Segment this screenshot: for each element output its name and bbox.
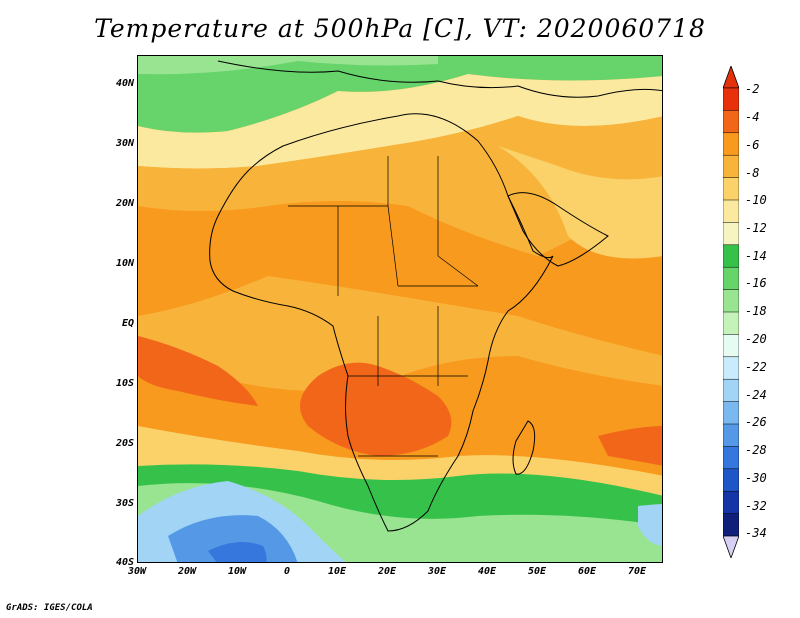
field-south-coldest (208, 542, 267, 562)
colorbar-swatch (723, 334, 739, 358)
lat-label-eq: EQ (121, 318, 134, 329)
lon-label-30w: 30W (127, 566, 147, 577)
field-indian-cold (638, 504, 662, 546)
colorbar-label-m4: -4 (745, 110, 760, 124)
field-hot-atlantic (138, 336, 258, 406)
map-panel (137, 55, 663, 563)
field-arabia-yellow (498, 146, 662, 259)
lat-label-20n: 20N (115, 198, 134, 209)
colorbar (723, 66, 739, 558)
europe-coastline (217, 60, 662, 98)
colorbar-swatch (723, 311, 739, 336)
lon-label-10w: 10W (227, 566, 247, 577)
field-north-lightgreen (138, 56, 438, 75)
colorbar-label-m32: -32 (745, 499, 767, 513)
colorbar-label-m22: -22 (745, 360, 767, 374)
lon-label-30e: 30E (427, 566, 447, 577)
lon-label-70e: 70E (627, 566, 647, 577)
lat-label-40s: 40S (115, 557, 134, 568)
lat-label-30n: 30N (115, 138, 134, 149)
colorbar-swatch (723, 378, 739, 403)
lon-label-10e: 10E (327, 566, 347, 577)
colorbar-label-m26: -26 (745, 415, 767, 429)
lat-label-30s: 30S (115, 498, 134, 509)
colorbar-label-m2: -2 (745, 82, 760, 96)
colorbar-swatch (723, 222, 739, 246)
colorbar-swatch (723, 446, 739, 470)
lat-label-10s: 10S (115, 378, 134, 389)
madagascar-coastline (512, 420, 536, 475)
colorbar-label-m28: -28 (745, 443, 767, 457)
arabia-coastline (507, 192, 609, 267)
colorbar-label-m6: -6 (745, 138, 760, 152)
colorbar-label-m24: -24 (745, 388, 767, 402)
colorbar-swatch (723, 154, 739, 179)
lat-label-20s: 20S (115, 438, 134, 449)
colorbar-label-m16: -16 (745, 276, 767, 290)
colorbar-bottom-arrow (723, 535, 739, 558)
colorbar-swatch (723, 177, 739, 201)
field-hot-africa (300, 362, 452, 456)
country-borders (288, 156, 479, 457)
temperature-map (138, 56, 662, 562)
lon-label-50e: 50E (527, 566, 547, 577)
lon-label-60e: 60E (577, 566, 597, 577)
colorbar-label-m10: -10 (745, 193, 767, 207)
colorbar-swatch (723, 356, 739, 380)
colorbar-label-m14: -14 (745, 249, 767, 263)
colorbar-label-m30: -30 (745, 471, 767, 485)
lat-label-10n: 10N (115, 258, 134, 269)
field-north-yellow (138, 74, 662, 169)
colorbar-label-m8: -8 (745, 166, 760, 180)
lon-label-20w: 20W (177, 566, 197, 577)
colorbar-label-m34: -34 (745, 526, 767, 540)
colorbar-swatch (723, 199, 739, 224)
colorbar-swatch (723, 401, 739, 425)
lon-label-0: 0 (283, 566, 291, 577)
colorbar-label-m18: -18 (745, 304, 767, 318)
colorbar-swatch (723, 289, 739, 313)
lat-label-40n: 40N (115, 78, 134, 89)
chart-title: Temperature at 500hPa [C], VT: 202006071… (94, 14, 706, 43)
colorbar-swatch (723, 87, 739, 112)
field-hot-indian (598, 426, 662, 466)
field-south-colder (168, 515, 298, 562)
colorbar-top-arrow (723, 66, 739, 89)
lon-label-20e: 20E (377, 566, 397, 577)
field-north-green (138, 56, 662, 133)
colorbar-swatch (723, 266, 739, 291)
colorbar-swatch (723, 490, 739, 515)
colorbar-label-m12: -12 (745, 221, 767, 235)
colorbar-swatch (723, 132, 739, 156)
grads-credit: GrADS: IGES/COLA (6, 603, 93, 613)
lon-label-40e: 40E (477, 566, 497, 577)
colorbar-swatch (723, 513, 739, 537)
colorbar-swatch (723, 244, 739, 268)
colorbar-swatch (723, 423, 739, 448)
colorbar-swatch (723, 110, 739, 134)
field-central-warm (138, 276, 662, 391)
colorbar-label-m20: -20 (745, 332, 767, 346)
field-sahara (138, 116, 662, 256)
colorbar-swatch (723, 468, 739, 492)
